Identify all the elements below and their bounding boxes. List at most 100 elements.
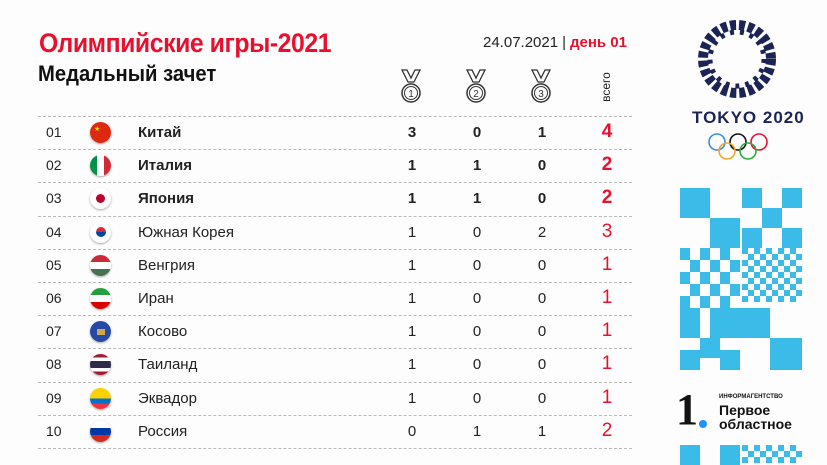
agency-logo-dot xyxy=(699,420,707,428)
total-count: 1 xyxy=(601,287,613,308)
country-name: Япония xyxy=(138,190,195,208)
silver-count: 1 xyxy=(472,422,482,440)
gold-count: 0 xyxy=(407,422,417,440)
checkered-pattern xyxy=(680,188,802,370)
flag-china-icon: ★ xyxy=(90,122,111,143)
pattern-square xyxy=(784,278,790,284)
total-count: 1 xyxy=(601,386,613,408)
silver-count: 1 xyxy=(472,157,482,175)
gold-count: 1 xyxy=(407,290,417,307)
pattern-square xyxy=(680,296,690,308)
pattern-square xyxy=(772,451,778,457)
country-name: Косово xyxy=(138,323,188,341)
row-divider xyxy=(38,381,632,383)
table-row: 04 Южная Корея 1 0 2 3 xyxy=(0,216,640,249)
pattern-square xyxy=(690,284,700,296)
agency-name-line2: областное xyxy=(719,416,792,432)
pattern-square xyxy=(778,272,784,278)
country-name: Эквадор xyxy=(138,389,197,407)
total-count: 2 xyxy=(601,187,613,209)
silver-count: 1 xyxy=(472,190,482,208)
pattern-square xyxy=(772,278,778,284)
pattern-square xyxy=(742,296,748,302)
pattern-square xyxy=(778,296,784,302)
pattern-square xyxy=(710,218,740,248)
row-divider xyxy=(38,348,632,350)
agency-name-line1: Первое xyxy=(719,402,771,418)
gold-count: 3 xyxy=(407,124,417,141)
pattern-square xyxy=(790,248,796,254)
rank: 01 xyxy=(46,124,62,140)
pattern-square xyxy=(778,445,784,451)
pattern-square xyxy=(772,290,778,296)
rank: 08 xyxy=(46,356,62,373)
bronze-count: 0 xyxy=(537,290,547,307)
rank: 04 xyxy=(46,223,62,240)
pattern-square xyxy=(790,272,796,278)
silver-count: 0 xyxy=(472,323,482,341)
flag-italy-icon xyxy=(90,155,111,177)
flag-iran-icon xyxy=(90,288,111,309)
pattern-square xyxy=(790,260,796,266)
pattern-square xyxy=(766,457,772,463)
silver-count: 0 xyxy=(472,124,482,141)
country-name: Южная Корея xyxy=(138,223,234,241)
pattern-square xyxy=(710,308,740,338)
row-divider xyxy=(38,414,632,416)
pattern-square xyxy=(710,260,720,272)
rank: 07 xyxy=(46,323,62,340)
pattern-square xyxy=(700,272,710,284)
pattern-square xyxy=(766,248,772,254)
date-separator: | xyxy=(562,34,566,51)
tokyo-emblem-icon xyxy=(698,20,776,98)
pattern-square xyxy=(790,445,796,451)
pattern-square xyxy=(720,248,730,260)
pattern-square xyxy=(760,254,766,260)
pattern-square xyxy=(754,284,760,290)
pattern-square xyxy=(778,248,784,254)
pattern-square xyxy=(760,266,766,272)
pattern-square xyxy=(680,350,700,370)
bronze-count: 0 xyxy=(537,356,547,374)
silver-count: 0 xyxy=(472,256,482,274)
bronze-count: 0 xyxy=(537,323,547,341)
pattern-square xyxy=(742,457,748,463)
silver-count: 0 xyxy=(472,356,482,374)
pattern-square xyxy=(766,260,772,266)
flag-hungary-icon xyxy=(90,254,111,276)
pattern-square xyxy=(742,228,762,248)
total-count: 1 xyxy=(601,320,613,342)
day-label: день 01 xyxy=(569,34,627,51)
pattern-square xyxy=(742,272,748,278)
pattern-square xyxy=(772,266,778,272)
checkered-pattern-bottom xyxy=(680,445,802,465)
total-count: 4 xyxy=(601,121,613,142)
pattern-square xyxy=(700,248,710,260)
pattern-square xyxy=(766,296,772,302)
pattern-square xyxy=(700,338,720,358)
total-count: 2 xyxy=(601,154,613,176)
rank: 06 xyxy=(46,290,62,306)
table-row: 02 Италия 1 1 0 2 xyxy=(0,149,640,182)
gold-count: 1 xyxy=(407,323,417,341)
flag-thailand-icon xyxy=(90,354,111,376)
bronze-count: 2 xyxy=(537,223,547,241)
pattern-square xyxy=(778,260,784,266)
pattern-square xyxy=(766,272,772,278)
pattern-square xyxy=(796,278,802,284)
total-header: всего xyxy=(599,72,613,102)
gold-count: 1 xyxy=(407,356,417,374)
pattern-square xyxy=(742,188,762,208)
flag-kosovo-icon xyxy=(90,321,111,343)
bronze-count: 0 xyxy=(537,256,547,274)
bronze-count: 0 xyxy=(537,157,547,175)
row-divider xyxy=(38,149,632,151)
total-count: 1 xyxy=(601,253,613,275)
pattern-square xyxy=(680,248,690,260)
pattern-square xyxy=(790,457,796,463)
table-row: 05 Венгрия 1 0 0 1 xyxy=(0,249,640,282)
agency-logo-mark: 1 xyxy=(676,385,698,434)
row-divider xyxy=(38,182,632,184)
pattern-square xyxy=(762,208,782,228)
